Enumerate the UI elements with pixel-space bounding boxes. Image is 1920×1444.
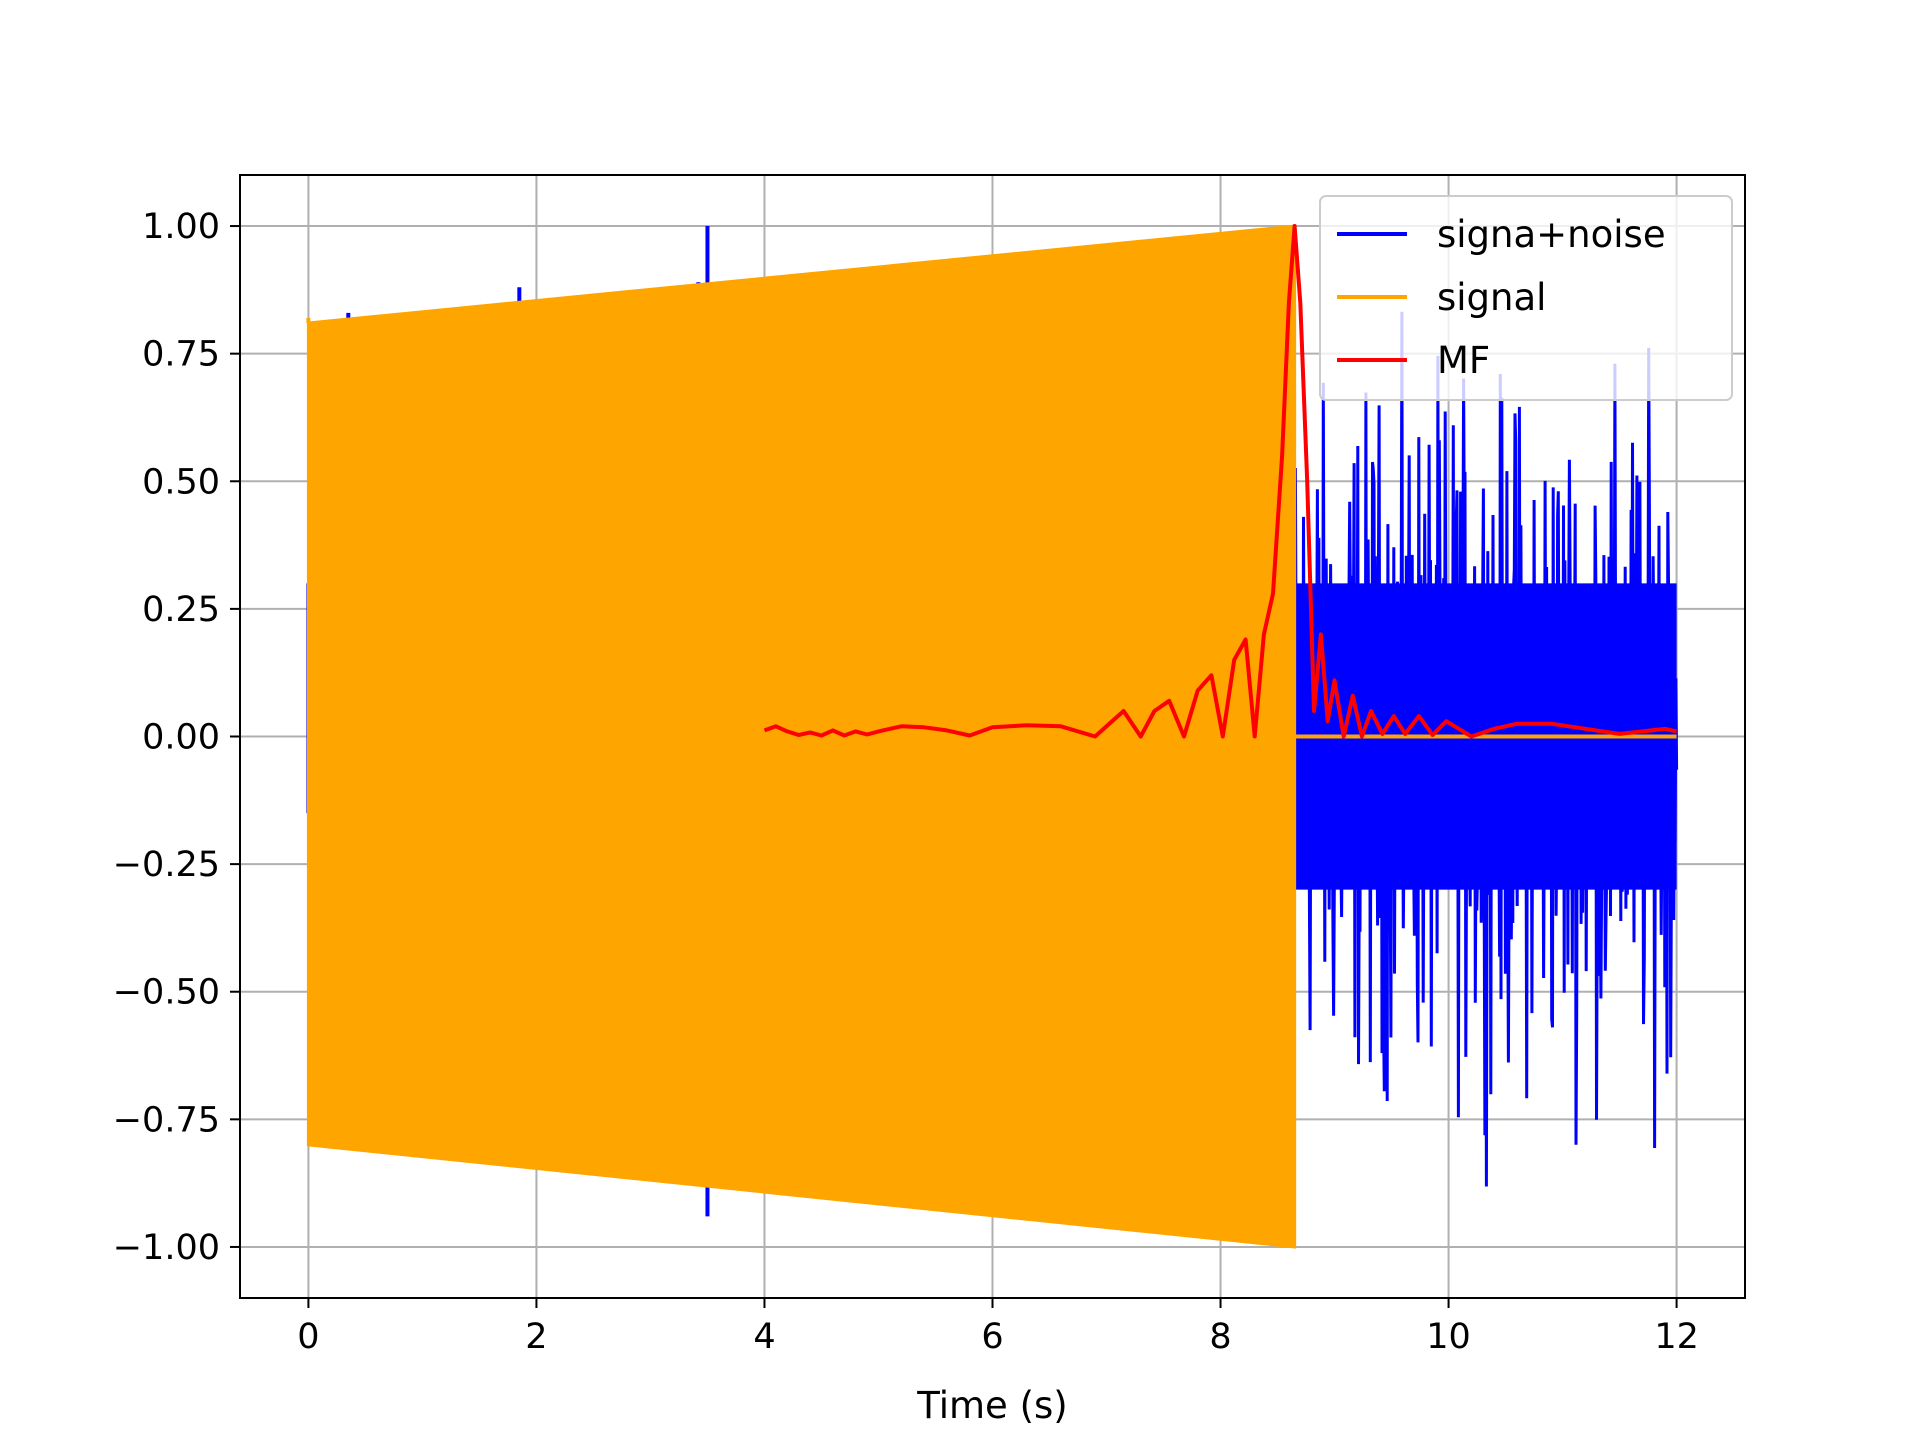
y-tick-label: −0.25 — [113, 845, 220, 885]
x-tick-label: 2 — [525, 1317, 547, 1357]
y-axis: 1.00 0.75 0.50 0.25 0.00 −0.25 −0.50 −0.75 −1.00 — [113, 207, 240, 1268]
x-tick-label: 0 — [297, 1317, 319, 1357]
legend-label: signa+noise — [1437, 213, 1666, 256]
signal-envelope — [306, 224, 1297, 1249]
y-tick-label: −0.75 — [113, 1100, 220, 1140]
legend-label: MF — [1437, 339, 1490, 382]
x-tick-label: 10 — [1426, 1317, 1471, 1357]
mf-line — [763, 224, 1678, 739]
signa-noise-line — [1293, 311, 1679, 1187]
y-tick-label: 0.50 — [142, 462, 220, 502]
x-axis: 0 2 4 6 8 10 12 — [297, 1298, 1699, 1357]
x-tick-label: 8 — [1209, 1317, 1231, 1357]
y-tick-label: −0.50 — [113, 973, 220, 1013]
series-layer — [306, 224, 1679, 1249]
x-tick-label: 4 — [753, 1317, 775, 1357]
y-tick-label: 1.00 — [142, 207, 220, 247]
x-axis-label: Time (s) — [916, 1384, 1067, 1427]
y-tick-label: 0.75 — [142, 335, 220, 375]
legend-label: signal — [1437, 276, 1546, 319]
legend: signa+noise signal MF — [1319, 195, 1733, 401]
x-tick-label: 6 — [981, 1317, 1003, 1357]
y-tick-label: 0.25 — [142, 590, 220, 630]
x-tick-label: 12 — [1654, 1317, 1699, 1357]
y-tick-label: −1.00 — [113, 1228, 220, 1268]
legend-box — [1319, 195, 1733, 401]
y-tick-label: 0.00 — [142, 718, 220, 758]
